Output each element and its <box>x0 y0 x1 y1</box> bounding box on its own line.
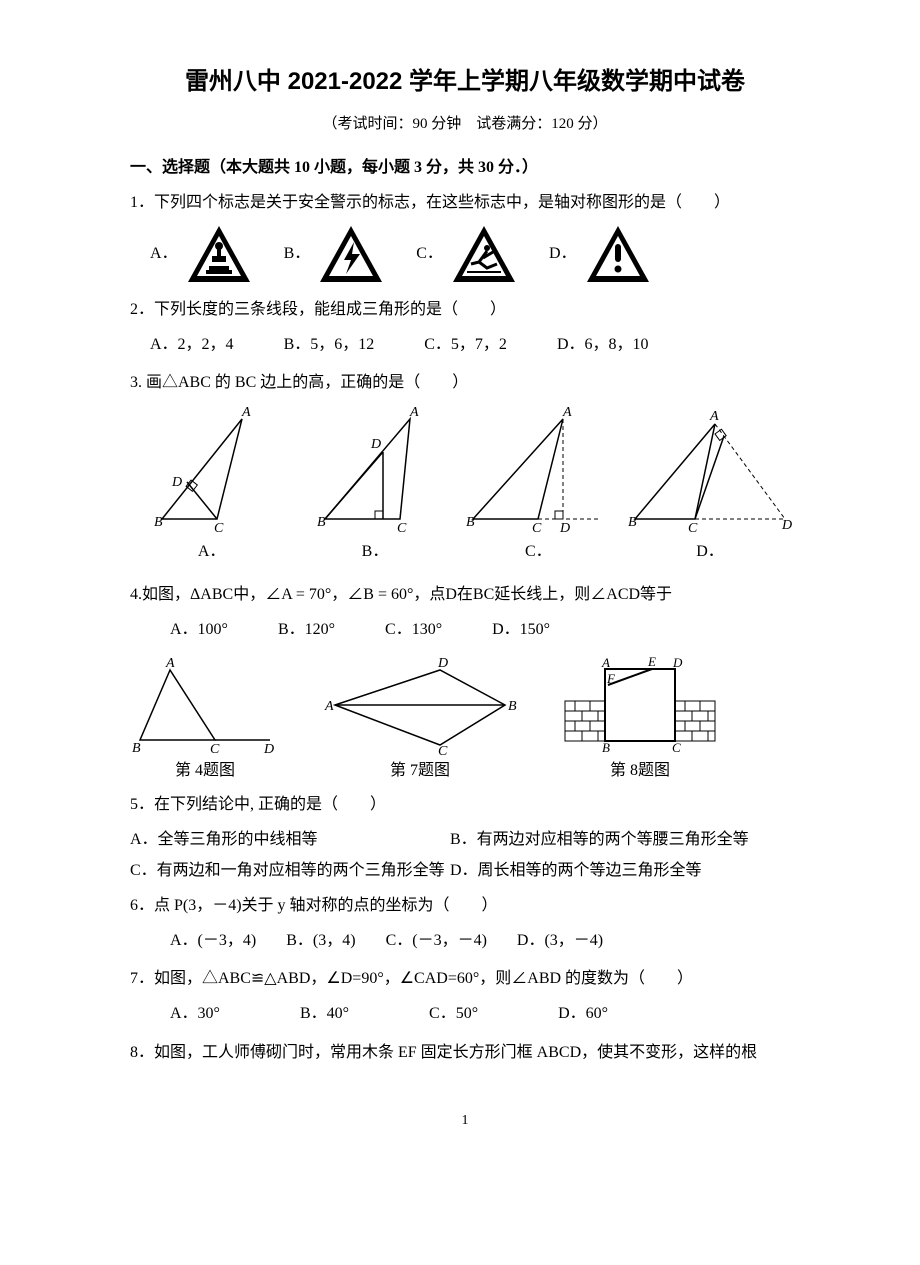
q4-opt-d: D．150° <box>492 616 550 645</box>
svg-text:A: A <box>324 699 334 714</box>
q2-opt-a: A．2，2，4 <box>150 331 234 360</box>
figures-4-7-8: A B C D 第 4题图 A B D C 第 7题图 <box>130 655 800 786</box>
fig-q4-icon: A B C D <box>130 655 280 755</box>
section-1-heading: 一、选择题（本大题共 10 小题，每小题 3 分，共 30 分．） <box>130 154 800 183</box>
q4-opt-b: B．120° <box>278 616 335 645</box>
q2-options: A．2，2，4 B．5，6，12 C．5，7，2 D．6，8，10 <box>150 331 800 360</box>
svg-text:A: A <box>409 405 419 420</box>
svg-text:C: C <box>210 742 220 755</box>
q3-label-a: A． <box>198 538 226 567</box>
q1-opt-b-label: B． <box>284 240 311 269</box>
page-number: 1 <box>130 1108 800 1133</box>
q4-opt-a: A．100° <box>170 616 228 645</box>
q7-opt-c: C．50° <box>429 1000 478 1029</box>
svg-text:B: B <box>602 740 610 755</box>
q7-options: A．30° B．40° C．50° D．60° <box>170 1000 800 1029</box>
q1-opt-d-label: D． <box>549 240 577 269</box>
q4-opt-c: C．130° <box>385 616 442 645</box>
q7-opt-b: B．40° <box>300 1000 349 1029</box>
svg-text:D: D <box>781 518 792 533</box>
svg-text:C: C <box>672 740 681 755</box>
q3-label-c: C． <box>525 538 552 567</box>
question-5: 5．在下列结论中, 正确的是（ ） <box>130 791 800 820</box>
svg-text:D: D <box>672 655 683 670</box>
question-2: 2．下列长度的三条线段，能组成三角形的是（ ） <box>130 296 800 325</box>
page-title: 雷州八中 2021-2022 学年上学期八年级数学期中试卷 <box>130 60 800 103</box>
q7-opt-a: A．30° <box>170 1000 220 1029</box>
svg-text:C: C <box>397 521 407 534</box>
question-1: 1．下列四个标志是关于安全警示的标志，在这些标志中，是轴对称图形的是（ ） <box>130 189 800 218</box>
q1-opt-c-label: C． <box>416 240 443 269</box>
svg-text:A: A <box>601 655 610 670</box>
svg-text:D: D <box>171 475 182 490</box>
q5-opt-c: C．有两边和一角对应相等的两个三角形全等 <box>130 857 450 886</box>
question-8: 8．如图，工人师傅砌门时，常用木条 EF 固定长方形门框 ABCD，使其不变形，… <box>130 1039 800 1068</box>
warning-sign-b-icon <box>316 224 386 286</box>
svg-text:D: D <box>263 742 274 755</box>
q2-opt-b: B．5，6，12 <box>284 331 375 360</box>
q6-options: A．(－3，4) B．(3，4) C．(－3，－4) D．(3，－4) <box>170 927 800 956</box>
svg-text:B: B <box>628 515 637 530</box>
q5-opt-d: D．周长相等的两个等边三角形全等 <box>450 857 702 886</box>
svg-text:D: D <box>437 656 448 671</box>
question-7: 7．如图，△ABC≌△ABD，∠D=90°，∠CAD=60°，则∠ABD 的度数… <box>130 965 800 994</box>
q3-fig-d-icon: A B C D <box>620 404 800 534</box>
q2-opt-d: D．6，8，10 <box>557 331 649 360</box>
svg-text:B: B <box>317 515 326 530</box>
svg-text:A: A <box>562 405 572 420</box>
q3-label-b: B． <box>362 538 389 567</box>
q6-opt-a: A．(－3，4) <box>170 927 256 956</box>
svg-text:A: A <box>165 656 175 671</box>
q2-opt-c: C．5，7，2 <box>424 331 507 360</box>
q1-opt-a-label: A． <box>150 240 178 269</box>
q3-label-d: D． <box>696 538 724 567</box>
warning-sign-c-icon <box>449 224 519 286</box>
q6-opt-c: C．(－3，－4) <box>386 927 487 956</box>
fig-q8-icon: A E D F B C <box>560 655 720 755</box>
q6-opt-b: B．(3，4) <box>286 927 355 956</box>
q4-options: A．100° B．120° C．130° D．150° <box>170 616 800 645</box>
svg-text:F: F <box>606 671 616 686</box>
q3-fig-b-icon: A B C D <box>305 404 445 534</box>
svg-text:B: B <box>508 699 517 714</box>
q7-opt-d: D．60° <box>558 1000 608 1029</box>
fig7-caption: 第 7题图 <box>390 757 450 786</box>
fig-q7-icon: A B D C <box>320 655 520 755</box>
q3-fig-c-icon: A B C D <box>458 404 618 534</box>
page-subtitle: （考试时间：90 分钟 试卷满分：120 分） <box>130 111 800 138</box>
q3-figures: A B C D A． A B C D B． A B C D <box>130 404 800 567</box>
svg-text:C: C <box>438 744 448 755</box>
q5-opt-a: A．全等三角形的中线相等 <box>130 826 450 855</box>
svg-text:D: D <box>370 437 381 452</box>
svg-text:C: C <box>214 521 224 534</box>
svg-text:A: A <box>241 405 251 420</box>
question-3: 3. 画△ABC 的 BC 边上的高，正确的是（ ） <box>130 369 800 398</box>
svg-text:D: D <box>559 521 570 534</box>
svg-text:C: C <box>532 521 542 534</box>
q3-fig-a-icon: A B C D <box>142 404 282 534</box>
q5-opt-b: B．有两边对应相等的两个等腰三角形全等 <box>450 826 749 855</box>
svg-text:E: E <box>647 655 656 669</box>
warning-sign-d-icon <box>583 224 653 286</box>
warning-sign-a-icon <box>184 224 254 286</box>
svg-text:A: A <box>709 409 719 424</box>
q6-opt-d: D．(3，－4) <box>517 927 603 956</box>
svg-text:C: C <box>688 521 698 534</box>
fig8-caption: 第 8题图 <box>610 757 670 786</box>
svg-text:B: B <box>466 515 475 530</box>
svg-text:B: B <box>132 741 141 755</box>
q1-options: A． B． C． <box>150 224 800 286</box>
svg-text:B: B <box>154 515 163 530</box>
fig4-caption: 第 4题图 <box>175 757 235 786</box>
question-4: 4.如图，ΔABC中，∠A = 70°，∠B = 60°，点D在BC延长线上，则… <box>130 581 800 610</box>
question-6: 6．点 P(3，－4)关于 y 轴对称的点的坐标为（ ） <box>130 892 800 921</box>
